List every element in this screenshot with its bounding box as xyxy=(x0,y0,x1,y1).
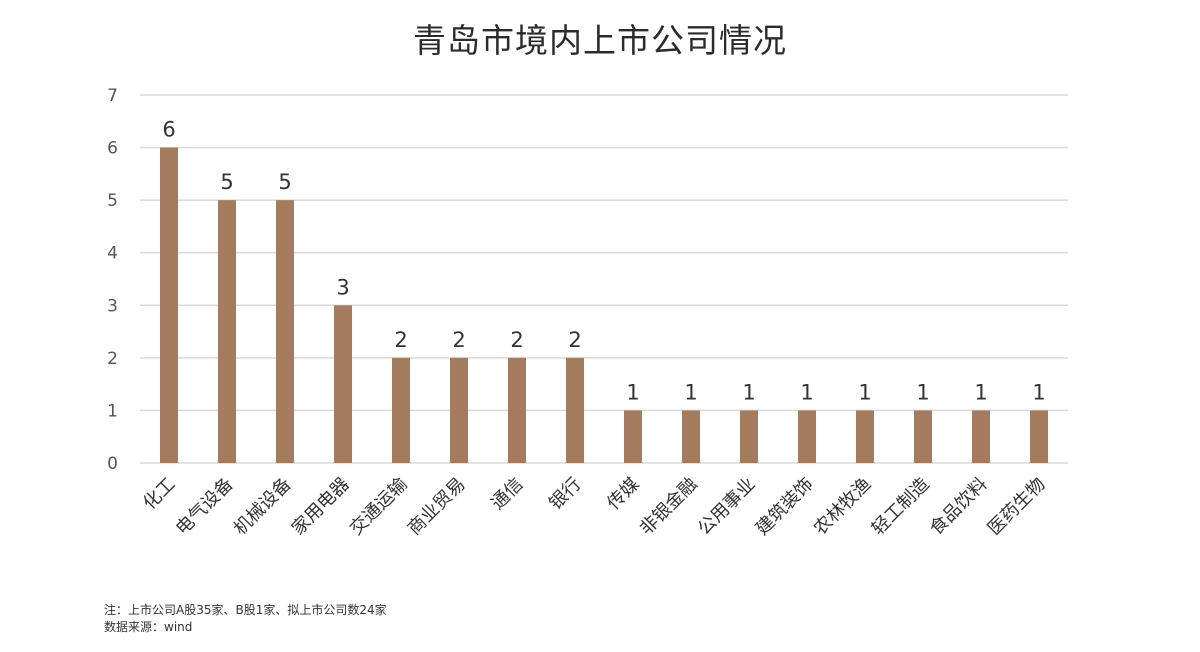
data-label: 2 xyxy=(452,328,465,352)
x-tick-label: 电气设备 xyxy=(172,474,238,540)
bars xyxy=(160,147,1048,464)
data-label: 5 xyxy=(220,170,233,194)
x-tick-label: 通信 xyxy=(487,474,527,514)
y-tick-label: 4 xyxy=(107,244,118,264)
gridlines xyxy=(140,94,1068,464)
x-tick-label: 公用事业 xyxy=(694,474,760,540)
x-tick-label: 农林牧渔 xyxy=(810,474,876,540)
x-tick-label: 银行 xyxy=(545,474,585,514)
x-tick-label: 机械设备 xyxy=(230,474,296,540)
x-tick-label: 商业贸易 xyxy=(404,474,470,540)
y-tick-label: 1 xyxy=(107,401,118,421)
x-tick-label: 医药生物 xyxy=(984,474,1050,540)
bar xyxy=(508,357,526,463)
x-tick-label: 食品饮料 xyxy=(926,474,992,540)
data-label: 3 xyxy=(336,275,349,299)
data-label: 1 xyxy=(626,380,639,404)
data-label: 1 xyxy=(974,380,987,404)
bar xyxy=(624,410,642,463)
bar xyxy=(218,200,236,463)
x-tick-label: 交通运输 xyxy=(346,474,412,540)
y-tick-label: 3 xyxy=(107,296,118,316)
bar xyxy=(798,410,816,463)
bar xyxy=(566,357,584,463)
bar xyxy=(392,357,410,463)
y-tick-label: 6 xyxy=(107,139,118,159)
bar xyxy=(682,410,700,463)
bar xyxy=(914,410,932,463)
data-label: 2 xyxy=(568,328,581,352)
data-label: 1 xyxy=(742,380,755,404)
bar xyxy=(160,147,178,464)
data-label: 1 xyxy=(1032,380,1045,404)
footnote-source: 数据来源：wind xyxy=(104,620,193,634)
data-label: 1 xyxy=(684,380,697,404)
bar xyxy=(740,410,758,463)
x-tick-label: 传媒 xyxy=(603,474,643,514)
data-label: 1 xyxy=(800,380,813,404)
data-label: 5 xyxy=(278,170,291,194)
data-labels: 6 5 5 3 2 2 2 2 1 1 1 1 1 1 1 1 xyxy=(162,118,1045,405)
data-label: 2 xyxy=(510,328,523,352)
data-label: 1 xyxy=(916,380,929,404)
y-tick-label: 7 xyxy=(107,86,118,106)
bar xyxy=(450,357,468,463)
bar xyxy=(972,410,990,463)
x-tick-label: 家用电器 xyxy=(288,474,354,540)
x-tick-label: 化工 xyxy=(139,474,179,514)
x-tick-label: 非银金融 xyxy=(636,474,702,540)
y-tick-label: 2 xyxy=(107,349,118,369)
y-tick-label: 5 xyxy=(107,191,118,211)
data-label: 2 xyxy=(394,328,407,352)
bar xyxy=(276,200,294,463)
footnote-remark: 注：上市公司A股35家、B股1家、拟上市公司数24家 xyxy=(104,603,387,617)
bar xyxy=(856,410,874,463)
data-label: 6 xyxy=(162,118,175,142)
bar xyxy=(334,305,352,463)
chart-title: 青岛市境内上市公司情况 xyxy=(413,21,787,60)
bar xyxy=(1030,410,1048,463)
x-tick-label: 建筑装饰 xyxy=(752,474,818,540)
footnotes: 注：上市公司A股35家、B股1家、拟上市公司数24家 数据来源：wind xyxy=(104,602,387,636)
y-tick-label: 0 xyxy=(107,454,118,474)
x-tick-label: 轻工制造 xyxy=(868,474,934,540)
data-label: 1 xyxy=(858,380,871,404)
y-axis-ticks: 0 1 2 3 4 5 6 7 xyxy=(107,86,118,474)
